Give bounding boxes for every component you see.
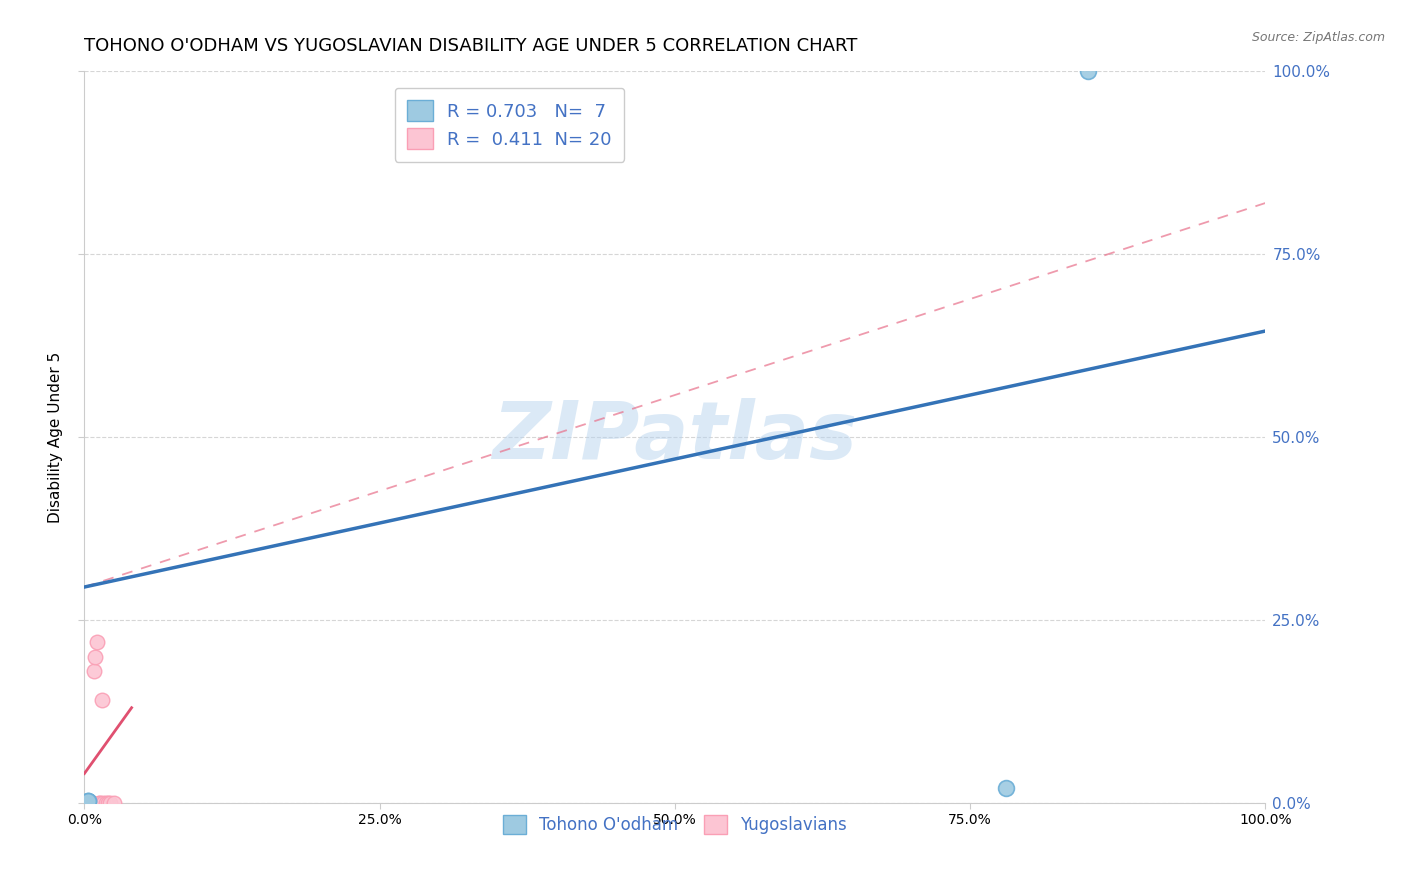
Point (86, 635, 108, 649)
Point (77, 794, 100, 808)
Point (91, 693, 114, 707)
Point (73, 796, 96, 810)
Point (82, 796, 104, 810)
Point (91, 796, 114, 810)
Point (94, 796, 117, 810)
Text: Source: ZipAtlas.com: Source: ZipAtlas.com (1251, 31, 1385, 45)
Point (1077, 64, 1099, 78)
Point (73, 796, 96, 810)
Point (77, 794, 100, 808)
Point (103, 796, 125, 810)
Point (994, 781, 1017, 796)
Text: TOHONO O'ODHAM VS YUGOSLAVIAN DISABILITY AGE UNDER 5 CORRELATION CHART: TOHONO O'ODHAM VS YUGOSLAVIAN DISABILITY… (84, 37, 858, 54)
Point (98, 796, 121, 810)
Point (73, 796, 96, 810)
Point (97, 796, 120, 810)
Point (73, 796, 96, 810)
Point (73, 796, 96, 810)
Point (77, 794, 100, 808)
Point (83, 664, 105, 678)
Point (79, 796, 101, 810)
Point (73, 796, 96, 810)
Point (73, 796, 96, 810)
Point (87, 796, 110, 810)
Point (73, 796, 96, 810)
Text: ZIPatlas: ZIPatlas (492, 398, 858, 476)
Point (84, 649, 107, 664)
Point (73, 796, 96, 810)
Point (89, 796, 111, 810)
Legend: Tohono O'odham, Yugoslavians: Tohono O'odham, Yugoslavians (491, 803, 859, 846)
Point (73, 796, 96, 810)
Y-axis label: Disability Age Under 5: Disability Age Under 5 (48, 351, 63, 523)
